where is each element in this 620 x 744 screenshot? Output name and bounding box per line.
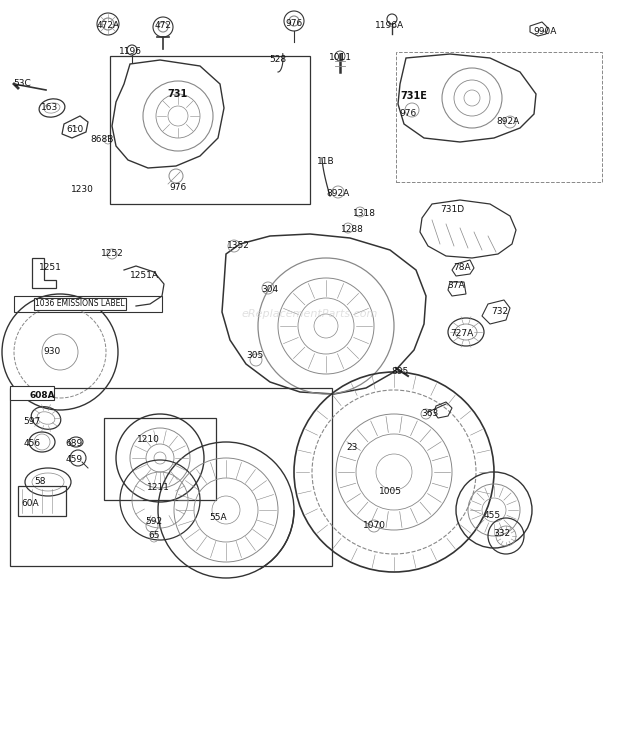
Text: 610: 610 [66,126,84,135]
Text: 78A: 78A [453,263,471,272]
Text: 37A: 37A [447,281,465,290]
Text: 731D: 731D [440,205,464,214]
Text: 363: 363 [422,409,438,418]
Text: 163: 163 [42,103,59,112]
Text: 895: 895 [391,368,409,376]
Bar [14,296,162,312]
Text: 930: 930 [43,347,61,356]
Text: 459: 459 [66,455,82,464]
Text: 58: 58 [34,478,46,487]
Bar [10,386,54,400]
Bar [110,56,310,204]
Text: 472: 472 [154,22,172,31]
Bar [396,52,602,182]
Text: 304: 304 [262,284,278,293]
Text: 976: 976 [285,19,303,28]
Text: 1251A: 1251A [130,272,159,280]
Text: 592: 592 [146,518,162,527]
Text: 608A: 608A [29,391,55,400]
Text: 1288: 1288 [340,225,363,234]
Text: 727A: 727A [450,330,474,339]
Text: 1352: 1352 [226,242,249,251]
Text: 1070: 1070 [363,522,386,530]
Text: 1196A: 1196A [376,22,405,31]
Text: 892A: 892A [326,190,350,199]
Text: 1005: 1005 [378,487,402,496]
Text: 1318: 1318 [353,210,376,219]
Text: 976: 976 [399,109,417,118]
Text: 976: 976 [169,184,187,193]
Text: 23: 23 [347,443,358,452]
Text: 455: 455 [484,512,500,521]
Text: 1011: 1011 [329,54,352,62]
Text: 55A: 55A [209,513,227,522]
Text: 731: 731 [168,89,188,99]
Text: 731E: 731E [401,91,427,101]
Text: 1251: 1251 [38,263,61,272]
Text: 65: 65 [148,531,160,540]
Text: 1196: 1196 [118,48,141,57]
Text: 528: 528 [270,56,286,65]
Bar [10,388,332,566]
Text: 732: 732 [492,307,508,316]
Text: 53C: 53C [13,80,31,89]
Text: 1211: 1211 [146,484,169,493]
Text: 60A: 60A [21,499,39,508]
Text: 868B: 868B [91,135,113,144]
Text: 456: 456 [24,440,40,449]
Bar [18,486,66,516]
Bar [104,418,216,500]
Text: 1210: 1210 [136,435,159,444]
Text: 1252: 1252 [100,249,123,258]
Text: 689: 689 [65,440,82,449]
Text: 892A: 892A [497,118,520,126]
Text: 597: 597 [24,417,41,426]
Text: 11B: 11B [317,158,335,167]
Text: 332: 332 [494,530,510,539]
Text: 990A: 990A [533,28,557,36]
Text: 305: 305 [246,351,264,361]
Text: 1230: 1230 [71,185,94,194]
Text: 1036 EMISSIONS LABEL: 1036 EMISSIONS LABEL [35,300,125,309]
Text: 472A: 472A [97,22,120,31]
Text: eReplacementParts.com: eReplacementParts.com [242,309,378,319]
